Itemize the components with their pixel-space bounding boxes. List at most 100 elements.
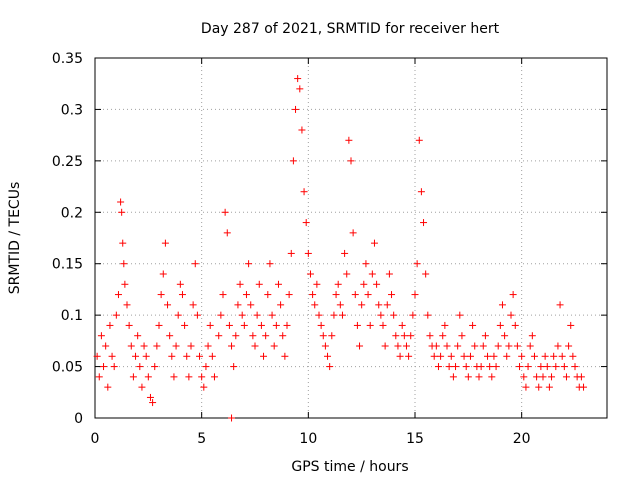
data-point xyxy=(503,352,511,360)
data-point xyxy=(127,342,135,350)
data-point xyxy=(498,301,506,309)
x-tick-label: 20 xyxy=(513,431,531,447)
data-point xyxy=(409,311,417,319)
data-point xyxy=(178,291,186,299)
data-point xyxy=(279,332,287,340)
data-point xyxy=(456,311,464,319)
data-point xyxy=(281,352,289,360)
data-point xyxy=(484,352,492,360)
plot-border xyxy=(94,57,608,419)
data-point xyxy=(170,373,178,381)
data-point xyxy=(251,342,259,350)
data-point xyxy=(509,291,517,299)
data-point xyxy=(550,352,558,360)
x-axis: 0 5 10 15 20 xyxy=(91,58,531,447)
data-point xyxy=(108,352,116,360)
data-point xyxy=(511,321,519,329)
data-point xyxy=(458,332,466,340)
data-point xyxy=(185,373,193,381)
data-point xyxy=(228,414,236,422)
data-point xyxy=(264,291,272,299)
data-point xyxy=(228,342,236,350)
y-tick-label: 0.1 xyxy=(61,308,83,324)
data-point xyxy=(454,342,462,350)
data-point xyxy=(319,332,327,340)
data-point xyxy=(146,393,154,401)
data-point xyxy=(400,332,408,340)
data-point xyxy=(97,332,105,340)
data-point xyxy=(368,270,376,278)
data-point xyxy=(193,311,201,319)
data-point xyxy=(176,280,184,288)
x-tick-label: 0 xyxy=(91,431,100,447)
data-point xyxy=(255,280,263,288)
data-point xyxy=(558,352,566,360)
data-point xyxy=(183,352,191,360)
data-point xyxy=(118,208,126,216)
data-point xyxy=(210,373,218,381)
data-point xyxy=(120,260,128,268)
data-point xyxy=(129,373,137,381)
data-point xyxy=(405,352,413,360)
data-point xyxy=(562,373,570,381)
data-point xyxy=(223,229,231,237)
y-axis: 0 0.05 0.1 0.15 0.2 0.25 0.3 0.35 xyxy=(52,51,607,427)
data-point xyxy=(443,342,451,350)
data-point xyxy=(356,342,364,350)
data-point xyxy=(366,321,374,329)
data-point xyxy=(125,321,133,329)
data-point xyxy=(114,291,122,299)
data-point xyxy=(415,136,423,144)
data-point xyxy=(488,373,496,381)
data-point xyxy=(232,332,240,340)
data-point xyxy=(492,363,500,371)
data-point xyxy=(490,352,498,360)
data-point xyxy=(283,321,291,329)
data-point xyxy=(242,291,250,299)
data-point xyxy=(360,280,368,288)
data-point xyxy=(381,342,389,350)
data-point xyxy=(324,352,332,360)
data-point xyxy=(181,321,189,329)
data-point xyxy=(106,321,114,329)
data-point xyxy=(189,301,197,309)
data-point xyxy=(247,301,255,309)
data-point xyxy=(379,321,387,329)
data-point xyxy=(196,352,204,360)
data-point xyxy=(257,321,265,329)
data-point xyxy=(219,291,227,299)
data-point xyxy=(104,383,112,391)
data-point xyxy=(123,301,131,309)
data-point xyxy=(528,332,536,340)
data-point xyxy=(417,188,425,196)
data-point xyxy=(522,383,530,391)
data-point xyxy=(287,249,295,257)
data-point xyxy=(285,291,293,299)
data-point xyxy=(151,363,159,371)
data-point xyxy=(142,352,150,360)
data-point xyxy=(326,363,334,371)
data-point xyxy=(270,342,278,350)
data-point xyxy=(121,280,129,288)
data-point xyxy=(132,352,140,360)
data-point xyxy=(221,208,229,216)
data-point xyxy=(413,260,421,268)
data-point xyxy=(134,332,142,340)
data-point xyxy=(168,352,176,360)
data-point xyxy=(225,321,233,329)
data-point xyxy=(206,321,214,329)
chart-title: Day 287 of 2021, SRMTID for receiver her… xyxy=(201,21,500,37)
y-tick-label: 0.05 xyxy=(52,360,83,376)
data-point xyxy=(388,291,396,299)
data-point xyxy=(315,311,323,319)
data-point xyxy=(539,373,547,381)
data-point xyxy=(486,363,494,371)
data-point xyxy=(341,249,349,257)
data-point xyxy=(217,311,225,319)
data-point xyxy=(136,363,144,371)
data-point xyxy=(362,260,370,268)
data-point xyxy=(298,126,306,134)
data-point xyxy=(518,352,526,360)
data-point xyxy=(138,383,146,391)
data-point xyxy=(174,311,182,319)
